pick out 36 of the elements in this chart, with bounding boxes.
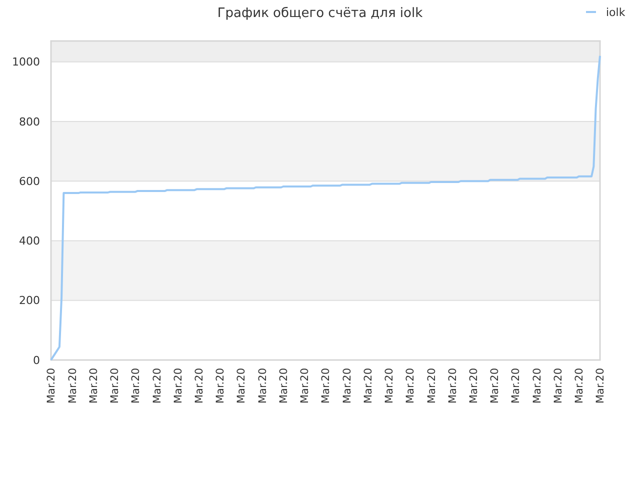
x-tick-label: Mar.20 [256,368,269,404]
x-tick-label: Mar.20 [151,368,164,404]
y-tick-label: 0 [33,354,40,367]
x-tick-label: Mar.20 [214,368,227,404]
y-tick-label: 400 [19,234,40,248]
x-tick-label: Mar.20 [88,368,100,404]
x-tick-label: Mar.20 [510,368,522,404]
y-tick-label: 600 [19,174,40,188]
x-tick-label: Mar.20 [109,368,122,404]
x-tick-label: Mar.20 [299,368,312,404]
x-tick-label: Mar.20 [404,368,417,404]
x-tick-label: Mar.20 [172,368,184,404]
x-tick-label: Mar.20 [594,368,607,404]
x-tick-label: Mar.20 [320,368,332,404]
x-tick-label: Mar.20 [426,368,438,404]
y-tick-label: 200 [19,294,40,308]
x-tick-label: Mar.20 [552,368,564,404]
x-tick-label: Mar.20 [362,368,374,404]
x-tick-label: Mar.20 [236,368,248,404]
x-tick-label: Mar.20 [66,368,79,404]
x-tick-label: Mar.20 [341,368,354,404]
x-tick-label: Mar.20 [574,368,586,404]
x-tick-label: Mar.20 [46,368,58,404]
x-tick-label: Mar.20 [130,368,142,404]
y-tick-label: 800 [19,115,40,128]
line-series [50,54,601,361]
x-tick-label: Mar.20 [446,368,459,404]
x-tick-label: Mar.20 [468,368,480,404]
x-tick-label: Mar.20 [489,368,502,404]
x-tick-label: Mar.20 [278,368,290,404]
x-tick-label: Mar.20 [531,368,544,404]
chart-title: График общего счёта для iolk [217,6,424,21]
legend-label: iolk [606,6,626,19]
y-tick-label: 1000 [12,56,40,69]
x-tick-label: Mar.20 [384,368,396,404]
x-tick-label: Mar.20 [193,368,206,404]
